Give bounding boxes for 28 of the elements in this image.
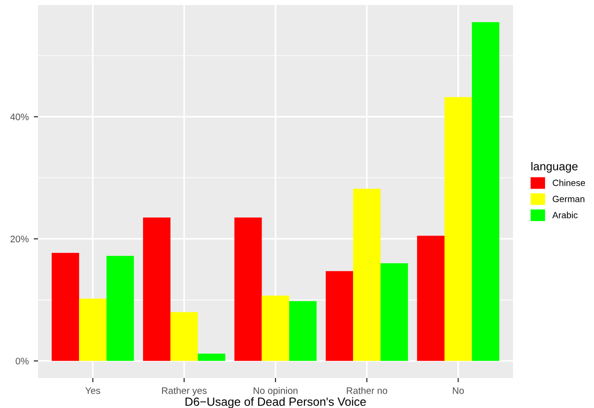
x-axis-title: D6−Usage of Dead Person's Voice	[186, 397, 366, 408]
legend-label: Arabic	[552, 212, 578, 218]
bar	[289, 301, 317, 361]
bar	[326, 271, 354, 361]
bar	[52, 252, 80, 361]
bar	[444, 97, 472, 361]
legend-label: German	[552, 196, 584, 202]
bar	[198, 354, 226, 361]
x-tick-label: Rather yes	[162, 387, 207, 396]
y-tick-label: 0%	[16, 358, 29, 364]
bar	[170, 312, 198, 361]
x-tick-label: No	[452, 387, 464, 394]
x-tick-label: Yes	[85, 387, 100, 394]
y-tick-label: 40%	[10, 114, 29, 120]
bar	[234, 217, 262, 361]
y-tick-label: 20%	[10, 236, 29, 242]
bar	[380, 263, 408, 361]
legend-label: Chinese	[552, 179, 586, 186]
x-tick-label: No opinion	[254, 387, 298, 396]
bar	[472, 22, 500, 361]
bar	[106, 256, 134, 361]
bar	[262, 296, 290, 361]
bar	[143, 217, 170, 361]
legend-title: language	[531, 162, 578, 173]
bar	[353, 188, 381, 361]
bar	[417, 236, 444, 361]
x-tick-label: Rather no	[346, 387, 388, 394]
bar	[79, 298, 107, 361]
